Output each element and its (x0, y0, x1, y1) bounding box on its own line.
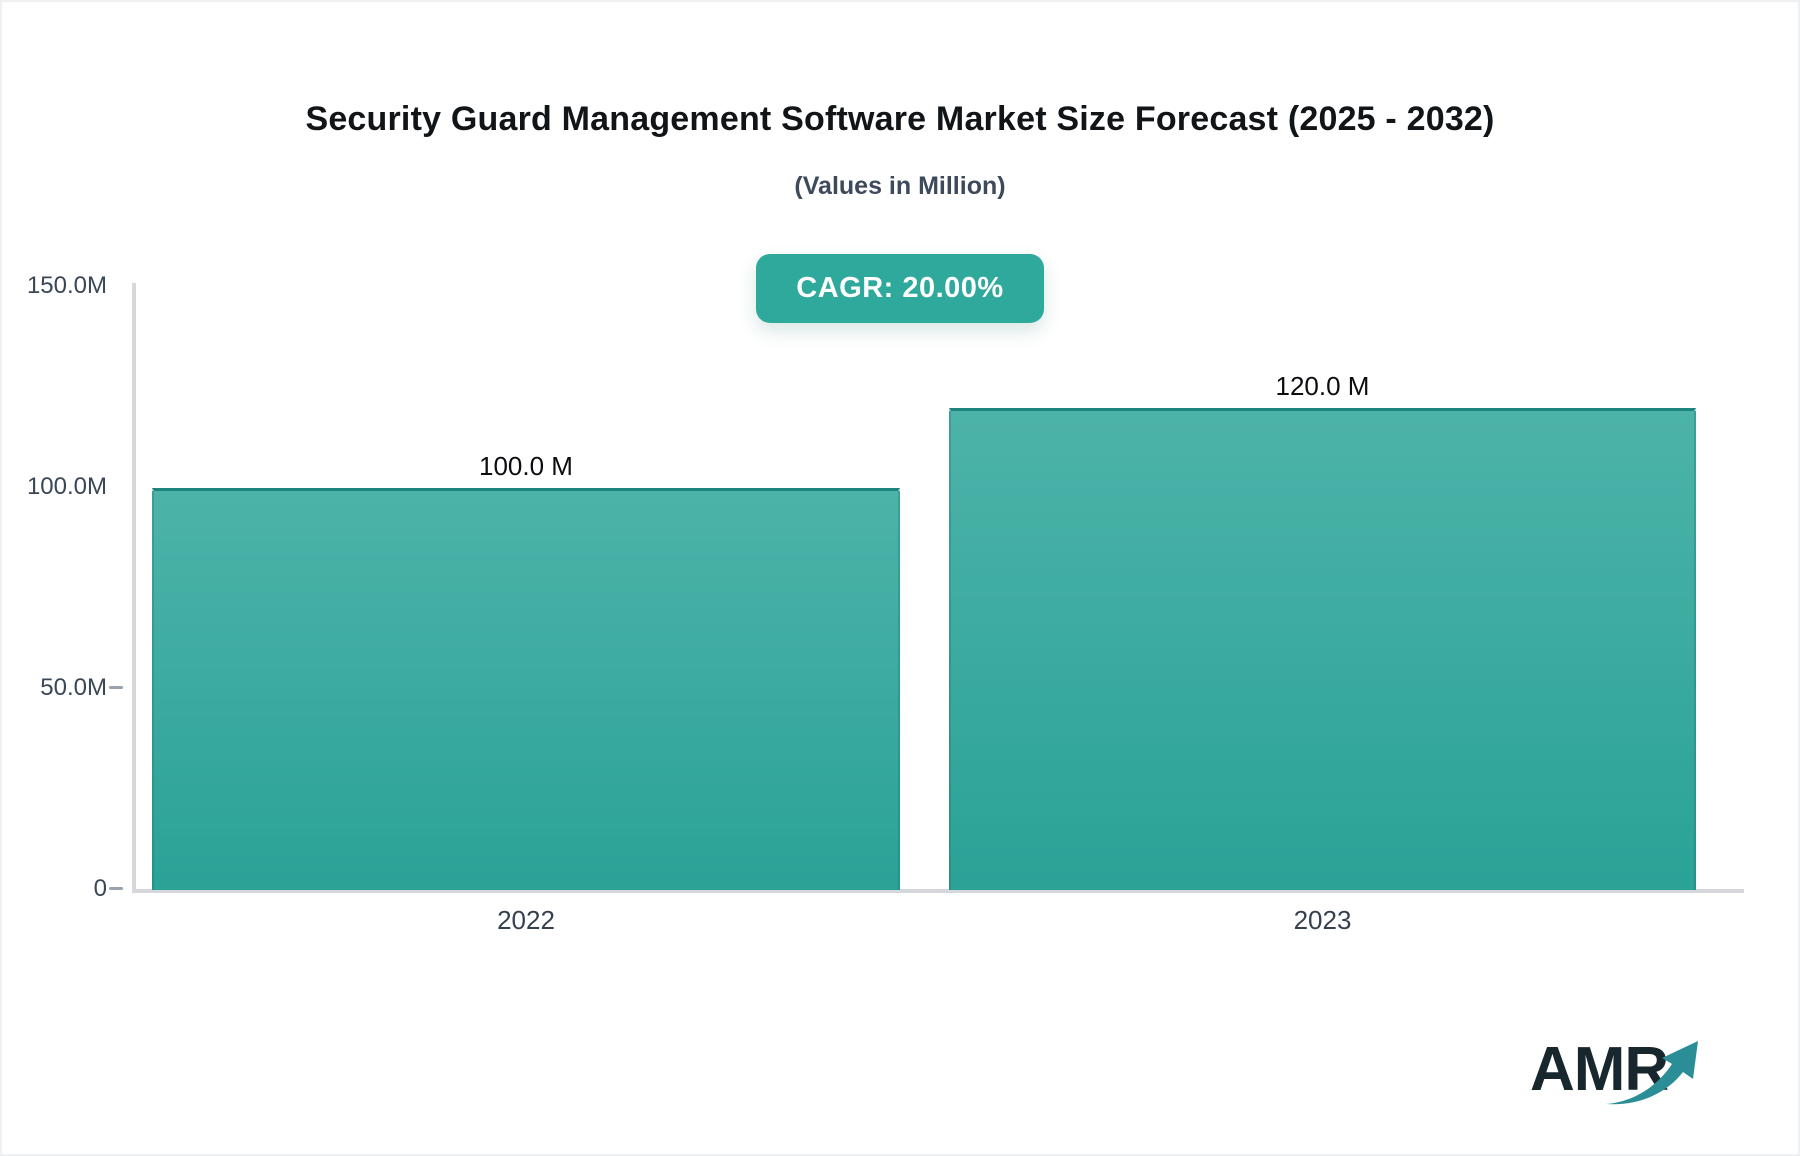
chart-title: Security Guard Management Software Marke… (305, 100, 1495, 138)
bar-2022[interactable] (152, 488, 900, 890)
y-tick-label: 100.0M (26, 473, 107, 500)
y-tick-label: 0 (93, 875, 107, 902)
x-axis-category-label: 2022 (497, 905, 555, 935)
cagr-badge: CAGR: 20.00% (756, 254, 1044, 323)
chart-subtitle: (Values in Million) (794, 172, 1006, 200)
y-tick-label: 50.0M (40, 674, 107, 701)
growth-arrow-icon (1606, 1041, 1698, 1105)
y-axis-line (132, 283, 136, 893)
bar-value-label: 120.0 M (1275, 370, 1370, 401)
amr-logo: AMR (1530, 1034, 1710, 1114)
x-axis-category-label: 2023 (1293, 905, 1352, 935)
x-axis-line (132, 889, 1744, 893)
y-tick-dash (109, 887, 123, 890)
bar-2023[interactable] (949, 407, 1696, 890)
cagr-badge-row: CAGR: 20.00% (2, 254, 1798, 323)
y-tick-dash (109, 686, 123, 689)
bar-value-label: 100.0 M (479, 451, 573, 481)
y-tick-label: 150.0M (26, 272, 107, 299)
